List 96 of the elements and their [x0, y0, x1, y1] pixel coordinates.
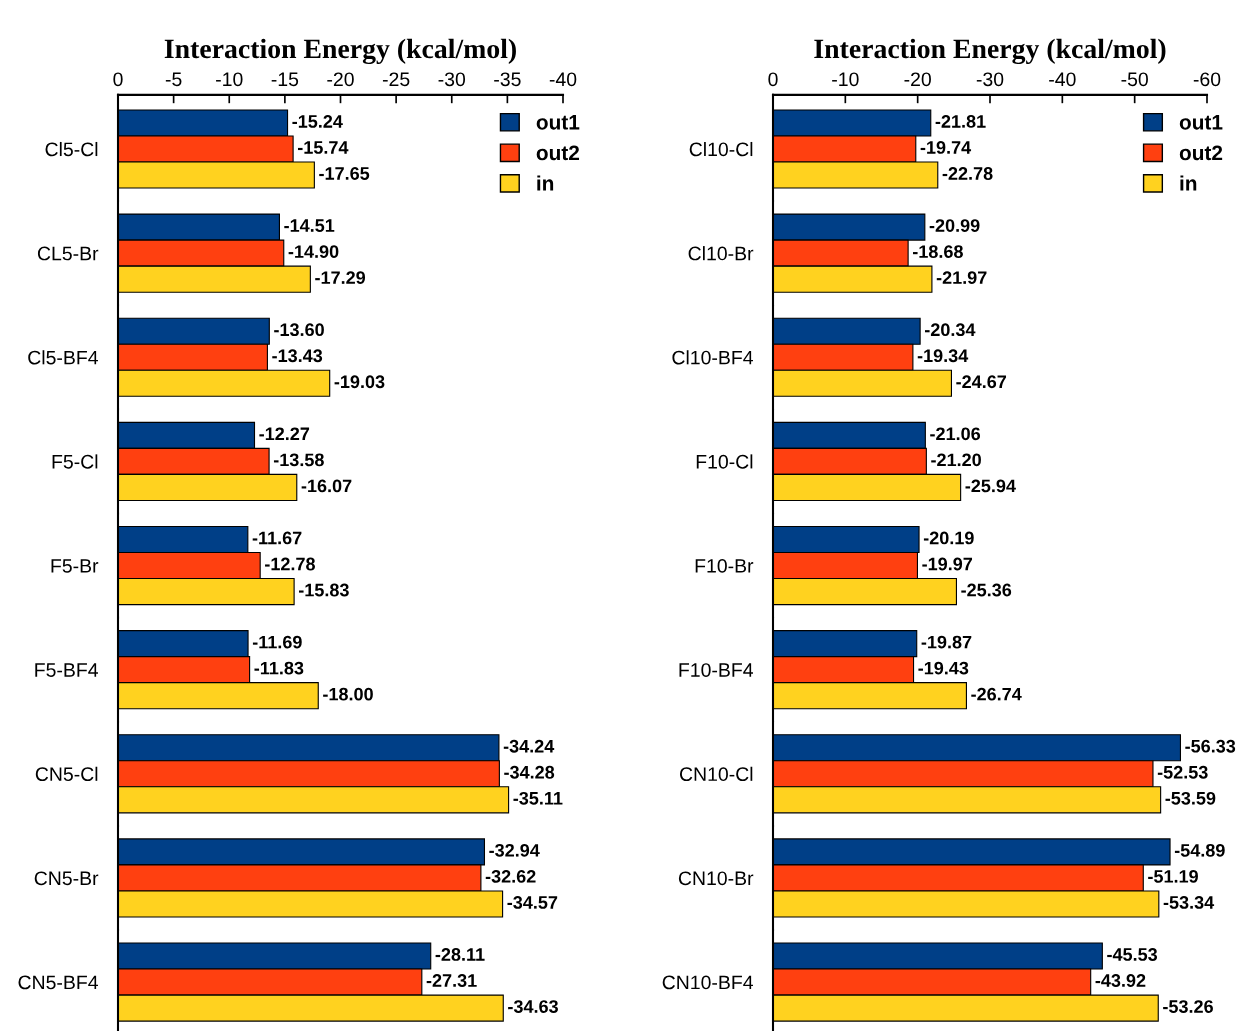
- data-label: -19.34: [917, 349, 969, 363]
- data-label: -51.19: [1148, 869, 1198, 883]
- data-label: -43.92: [1095, 974, 1146, 987]
- y-tick-label: Cl10-BF4: [672, 350, 753, 365]
- data-label: -26.74: [971, 687, 1022, 701]
- y-tick-label: F10-Br: [695, 559, 754, 573]
- y-tick-label: F5-Br: [51, 559, 99, 573]
- data-label: -11.69: [252, 635, 302, 649]
- data-label: -17.65: [319, 167, 370, 180]
- y-tick-label: CN10-Br: [678, 871, 754, 886]
- y-tick-label: F10-BF4: [679, 663, 753, 677]
- data-label: -21.81: [935, 115, 986, 128]
- data-label: -28.11: [435, 948, 485, 961]
- data-label: -32.94: [489, 843, 540, 857]
- data-label: -20.19: [923, 531, 974, 545]
- data-label: -17.29: [315, 271, 366, 285]
- x-tick-label: -60: [1193, 72, 1221, 87]
- y-tick-label: Cl10-Br: [688, 246, 754, 261]
- x-tick-label: 0: [768, 72, 778, 87]
- data-label: -56.33: [1185, 739, 1236, 753]
- data-label: -45.53: [1107, 948, 1158, 961]
- x-tick-label: 0: [113, 72, 123, 87]
- data-label: -52.53: [1157, 765, 1208, 779]
- y-tick-label: CN5-Cl: [35, 766, 98, 782]
- x-tick-label: -40: [549, 72, 577, 87]
- data-label: -12.27: [259, 427, 310, 441]
- y-tick-label: CN5-Br: [34, 871, 99, 886]
- y-tick-label: CN10-BF4: [662, 975, 753, 990]
- data-label: -18.00: [323, 687, 373, 701]
- x-tick-label: -15: [271, 72, 299, 87]
- data-label: -25.36: [961, 583, 1012, 597]
- legend-label: out1: [536, 115, 580, 130]
- data-label: -24.67: [956, 375, 1007, 389]
- data-label: -13.60: [274, 323, 324, 337]
- data-label: -11.67: [252, 531, 302, 545]
- data-label: -19.43: [918, 661, 969, 675]
- x-tick-label: -20: [327, 72, 354, 87]
- data-label: -22.78: [942, 167, 993, 180]
- data-label: -15.74: [297, 141, 349, 154]
- data-label: -34.57: [507, 896, 558, 909]
- data-label: -18.68: [912, 245, 963, 258]
- x-tick-label: -30: [976, 72, 1004, 87]
- x-tick-label: -20: [904, 72, 931, 87]
- y-tick-label: CN5-BF4: [18, 975, 98, 990]
- data-label: -25.94: [965, 479, 1016, 493]
- data-label: -20.99: [929, 219, 980, 232]
- y-tick-label: CL5-Br: [37, 246, 99, 261]
- data-label: -54.89: [1174, 843, 1225, 857]
- legend-label: out1: [1179, 115, 1223, 130]
- data-label: -20.34: [925, 323, 976, 337]
- legend-label: out2: [1179, 145, 1223, 161]
- legend-label: in: [1180, 175, 1197, 191]
- data-label: -27.31: [426, 974, 477, 987]
- data-label: -15.83: [298, 583, 349, 597]
- data-label: -15.24: [292, 115, 343, 128]
- legend-label: in: [537, 175, 554, 191]
- data-label: -21.20: [931, 453, 981, 467]
- data-label: -16.07: [301, 479, 352, 493]
- y-tick-label: Cl5-Cl: [45, 141, 98, 157]
- x-axis-title: Interaction Energy (kcal/mol): [814, 38, 1166, 65]
- y-tick-label: F5-BF4: [35, 663, 98, 677]
- x-tick-label: -10: [832, 72, 859, 87]
- data-label: -12.78: [265, 557, 315, 571]
- data-label: -19.03: [334, 375, 385, 389]
- data-label: -21.97: [936, 271, 987, 285]
- x-tick-label: -35: [494, 72, 521, 87]
- data-label: -19.87: [921, 635, 972, 649]
- x-axis-title: Interaction Energy (kcal/mol): [164, 38, 516, 65]
- y-tick-label: F10-Cl: [696, 454, 753, 469]
- data-label: -34.63: [508, 1000, 558, 1013]
- x-tick-label: -25: [382, 72, 410, 87]
- y-tick-label: CN10-Cl: [679, 766, 753, 782]
- x-tick-label: -40: [1049, 72, 1076, 87]
- y-tick-label: F5-Cl: [52, 454, 98, 469]
- y-tick-label: Cl10-Cl: [689, 141, 753, 157]
- legend-label: out2: [536, 145, 580, 161]
- data-label: -13.43: [272, 349, 323, 363]
- data-label: -35.11: [513, 791, 563, 805]
- x-tick-label: -30: [438, 72, 466, 87]
- x-tick-label: -10: [216, 72, 243, 87]
- data-label: -21.06: [930, 427, 981, 441]
- data-label: -32.62: [485, 869, 536, 883]
- data-label: -14.90: [288, 245, 339, 258]
- data-label: -53.26: [1163, 1000, 1213, 1013]
- data-label: -14.51: [284, 219, 335, 232]
- data-label: -34.28: [504, 765, 555, 779]
- data-label: -34.24: [503, 739, 555, 753]
- data-label: -19.74: [920, 141, 972, 154]
- y-tick-label: Cl5-BF4: [28, 350, 98, 365]
- x-tick-label: -50: [1121, 72, 1148, 87]
- data-label: -53.59: [1165, 791, 1216, 805]
- data-label: -19.97: [922, 557, 973, 571]
- x-tick-label: -5: [165, 72, 182, 87]
- data-label: -53.34: [1163, 896, 1215, 909]
- data-label: -13.58: [273, 453, 324, 467]
- data-label: -11.83: [254, 661, 304, 675]
